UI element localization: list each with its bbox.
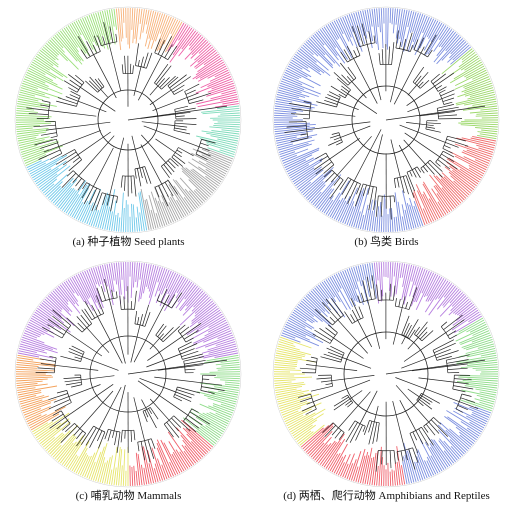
circular-phylogenetic-tree-birds xyxy=(272,6,500,234)
caption-seed-plants: (a) 种子植物 Seed plants xyxy=(72,236,185,248)
internal-branches xyxy=(35,279,228,463)
panel-b: (b) 鸟类 Birds xyxy=(258,0,515,253)
caption-amphibians-reptiles: (d) 两栖、爬行动物 Amphibians and Reptiles xyxy=(283,490,490,502)
panel-d: (d) 两栖、爬行动物 Amphibians and Reptiles xyxy=(258,254,515,507)
internal-branches xyxy=(284,23,486,220)
leaf-branches xyxy=(273,261,499,487)
internal-branches xyxy=(26,22,228,212)
circular-phylogenetic-tree-amphibians-reptiles xyxy=(272,260,500,488)
caption-mammals: (c) 哺乳动物 Mammals xyxy=(75,490,182,502)
leaf-branches xyxy=(15,7,241,233)
leaf-branches xyxy=(15,261,241,487)
caption-birds: (b) 鸟类 Birds xyxy=(354,236,419,248)
outer-ring xyxy=(272,6,500,234)
panel-a: (a) 种子植物 Seed plants xyxy=(0,0,257,253)
outer-ring xyxy=(14,6,242,234)
outer-ring xyxy=(14,260,242,488)
internal-branches xyxy=(298,275,486,472)
outer-ring xyxy=(272,260,500,488)
circular-phylogenetic-tree-mammals xyxy=(14,260,242,488)
leaf-branches xyxy=(273,7,499,233)
circular-phylogenetic-tree-seed-plants xyxy=(14,6,242,234)
panel-c: (c) 哺乳动物 Mammals xyxy=(0,254,257,507)
